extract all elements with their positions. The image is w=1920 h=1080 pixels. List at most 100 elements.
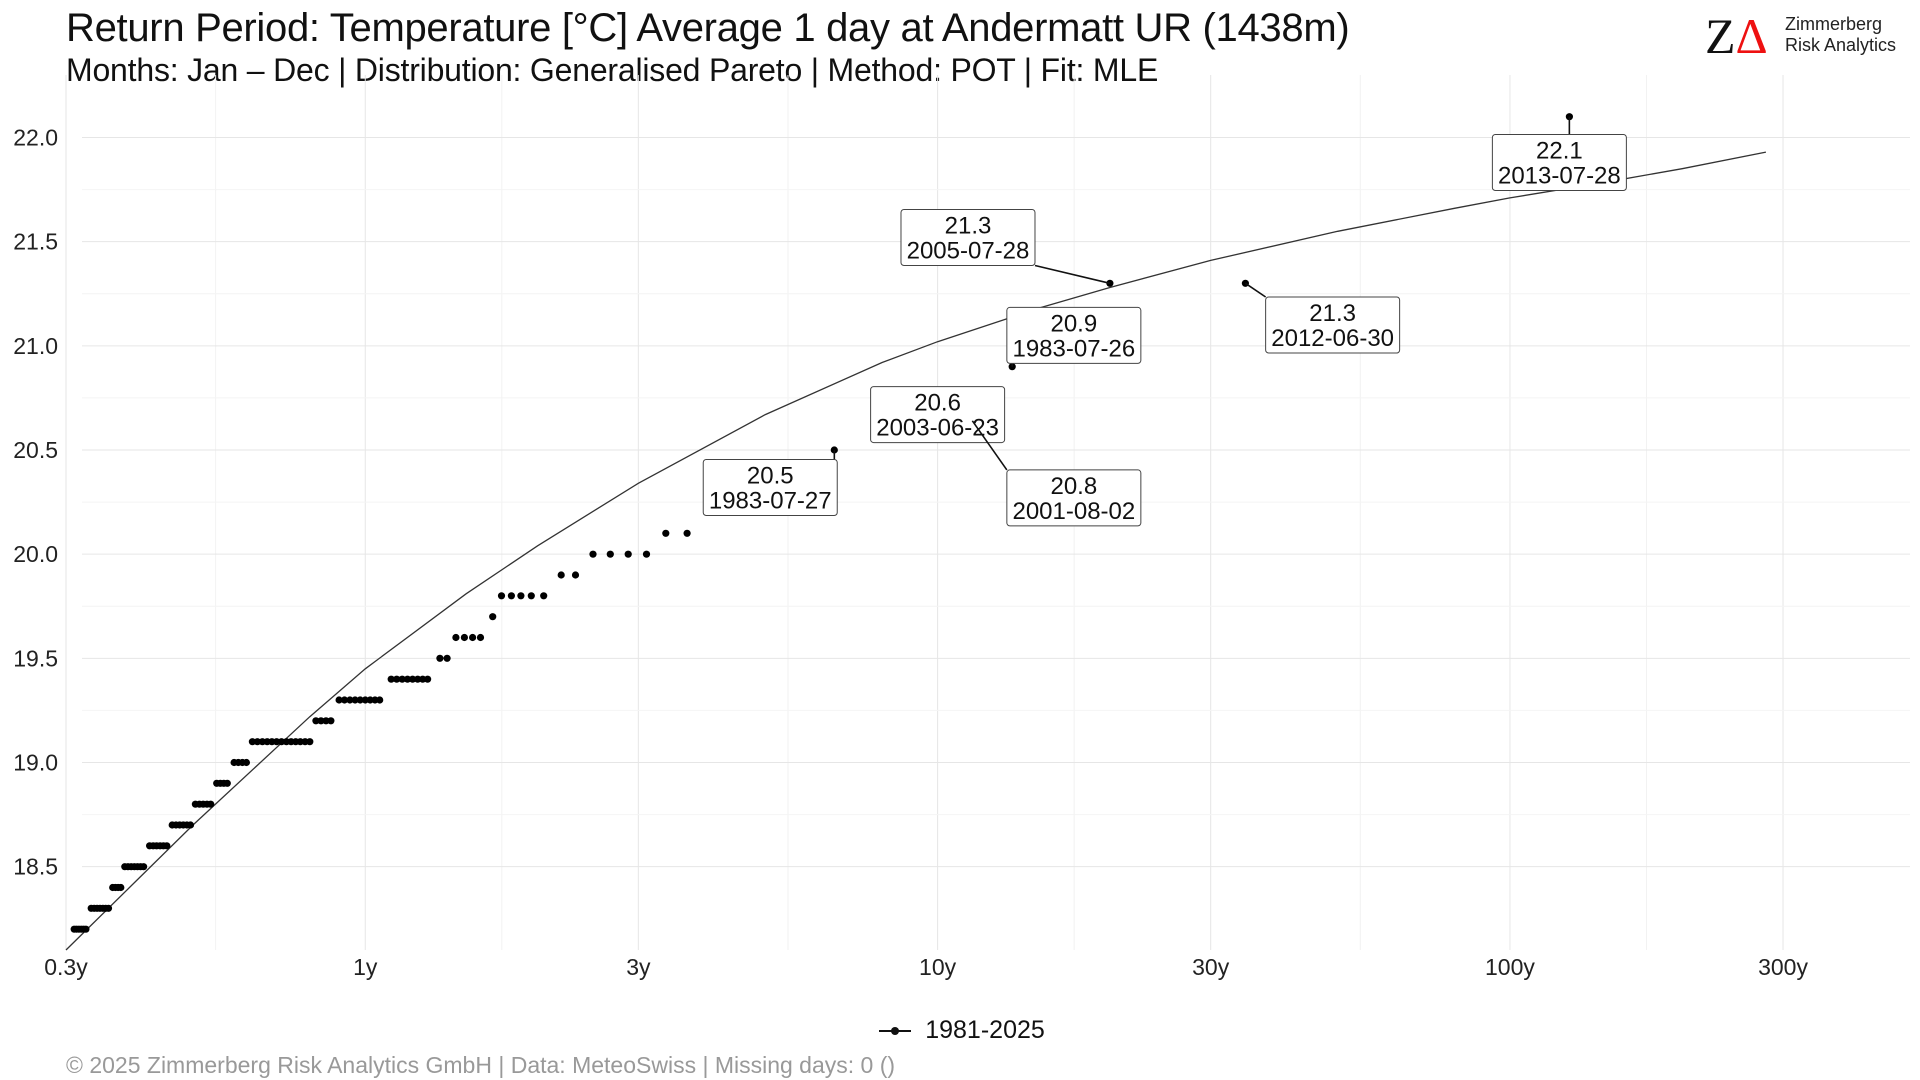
legend-entry-label: 1981-2025 [925,1016,1045,1044]
chart-subtitle: Months: Jan – Dec | Distribution: Genera… [66,52,1159,88]
data-point [317,717,325,725]
data-point [497,592,506,600]
data-point [376,696,384,704]
annotation-date: 1983-07-27 [709,488,832,515]
annotation-leader [1034,264,1111,285]
data-point [117,883,125,892]
logo-z: Z [1705,8,1736,64]
grid-lines [65,75,1910,950]
data-point [248,738,256,746]
data-point [557,571,565,579]
data-point [306,738,314,746]
annotation-date: 1983-07-26 [1012,335,1135,362]
annotation-box [870,386,1006,444]
annotation-value: 20.8 [1050,473,1097,500]
footer-credits: © 2025 Zimmerberg Risk Analytics GmbH | … [66,1052,896,1078]
y-tick-label: 20.0 [13,541,58,567]
data-point [140,863,148,871]
annotation-box [1491,134,1627,191]
data-point [186,821,195,829]
data-point [476,633,485,642]
annotation-date: 2003-06-23 [876,415,999,442]
data-point [452,633,460,642]
annotation-box [1265,296,1401,354]
data-point [346,696,354,704]
x-tick-label: 300y [1758,954,1808,980]
data-point [104,904,113,912]
data-point [443,654,451,662]
annotation-date: 2013-07-28 [1498,163,1621,190]
data-point [527,592,535,600]
x-tick-label: 30y [1192,954,1230,980]
y-tick-label: 21.0 [13,333,58,359]
logo-name-line2: Risk Analytics [1785,35,1897,55]
annotation-value: 21.3 [945,213,992,240]
annotation-value: 21.3 [1309,300,1356,327]
data-point [403,675,412,683]
logo-mark: ZΔ [1705,10,1768,62]
data-point [242,758,250,767]
annotation-leader [1244,282,1267,298]
data-point [340,696,349,704]
data-point [409,675,417,683]
data-point [683,529,691,537]
data-points [70,113,1573,933]
data-point [351,696,359,704]
data-point [606,550,614,558]
annotation-leader [971,420,1008,471]
annotation-box [702,459,838,516]
y-tick-label: 21.5 [13,229,58,255]
data-point [540,592,548,600]
data-point [517,592,525,600]
annotation-box [1006,306,1142,364]
data-point [253,738,261,746]
company-logo: ZΔ Zimmerberg Risk Analytics [1705,10,1905,62]
data-point [398,675,406,683]
data-point [223,779,231,787]
data-point [163,842,171,850]
data-point [436,654,444,662]
x-tick-label: 100y [1485,954,1535,980]
data-point [393,675,401,683]
annotations: 22.12013-07-2821.32005-07-2821.32012-06-… [702,116,1627,527]
logo-delta: Δ [1735,8,1768,64]
logo-name: Zimmerberg Risk Analytics [1785,14,1896,56]
x-tick-label: 1y [353,954,378,980]
annotation-box [1006,469,1142,527]
data-point [469,633,477,642]
data-point [624,550,632,558]
annotation-value: 20.5 [747,463,794,490]
data-point [642,550,651,558]
data-point [387,675,395,683]
y-tick-label: 19.5 [13,645,58,671]
chart-title: Return Period: Temperature [°C] Average … [66,6,1350,50]
data-point [327,717,335,725]
annotation-value: 22.1 [1536,138,1583,165]
y-tick-label: 20.5 [13,437,58,463]
x-tick-label: 0.3y [44,954,88,980]
data-point [356,696,364,704]
x-tick-label: 3y [626,954,651,980]
data-point [489,613,497,621]
annotation-date: 2005-07-28 [907,238,1030,265]
data-point [662,529,670,537]
y-tick-label: 18.5 [13,854,58,880]
fit-curve [65,151,1767,951]
y-tick-label: 19.0 [13,750,58,776]
data-point [82,925,90,933]
data-point [507,592,515,600]
fit-curve-group [65,151,1767,951]
annotation-value: 20.6 [914,390,961,417]
legend: 1981-2025 [0,1016,1920,1045]
logo-name-line1: Zimmerberg [1785,14,1883,34]
legend-swatch-icon [875,1021,915,1041]
y-tick-label: 22.0 [13,125,58,151]
x-tick-label: 10y [919,954,957,980]
